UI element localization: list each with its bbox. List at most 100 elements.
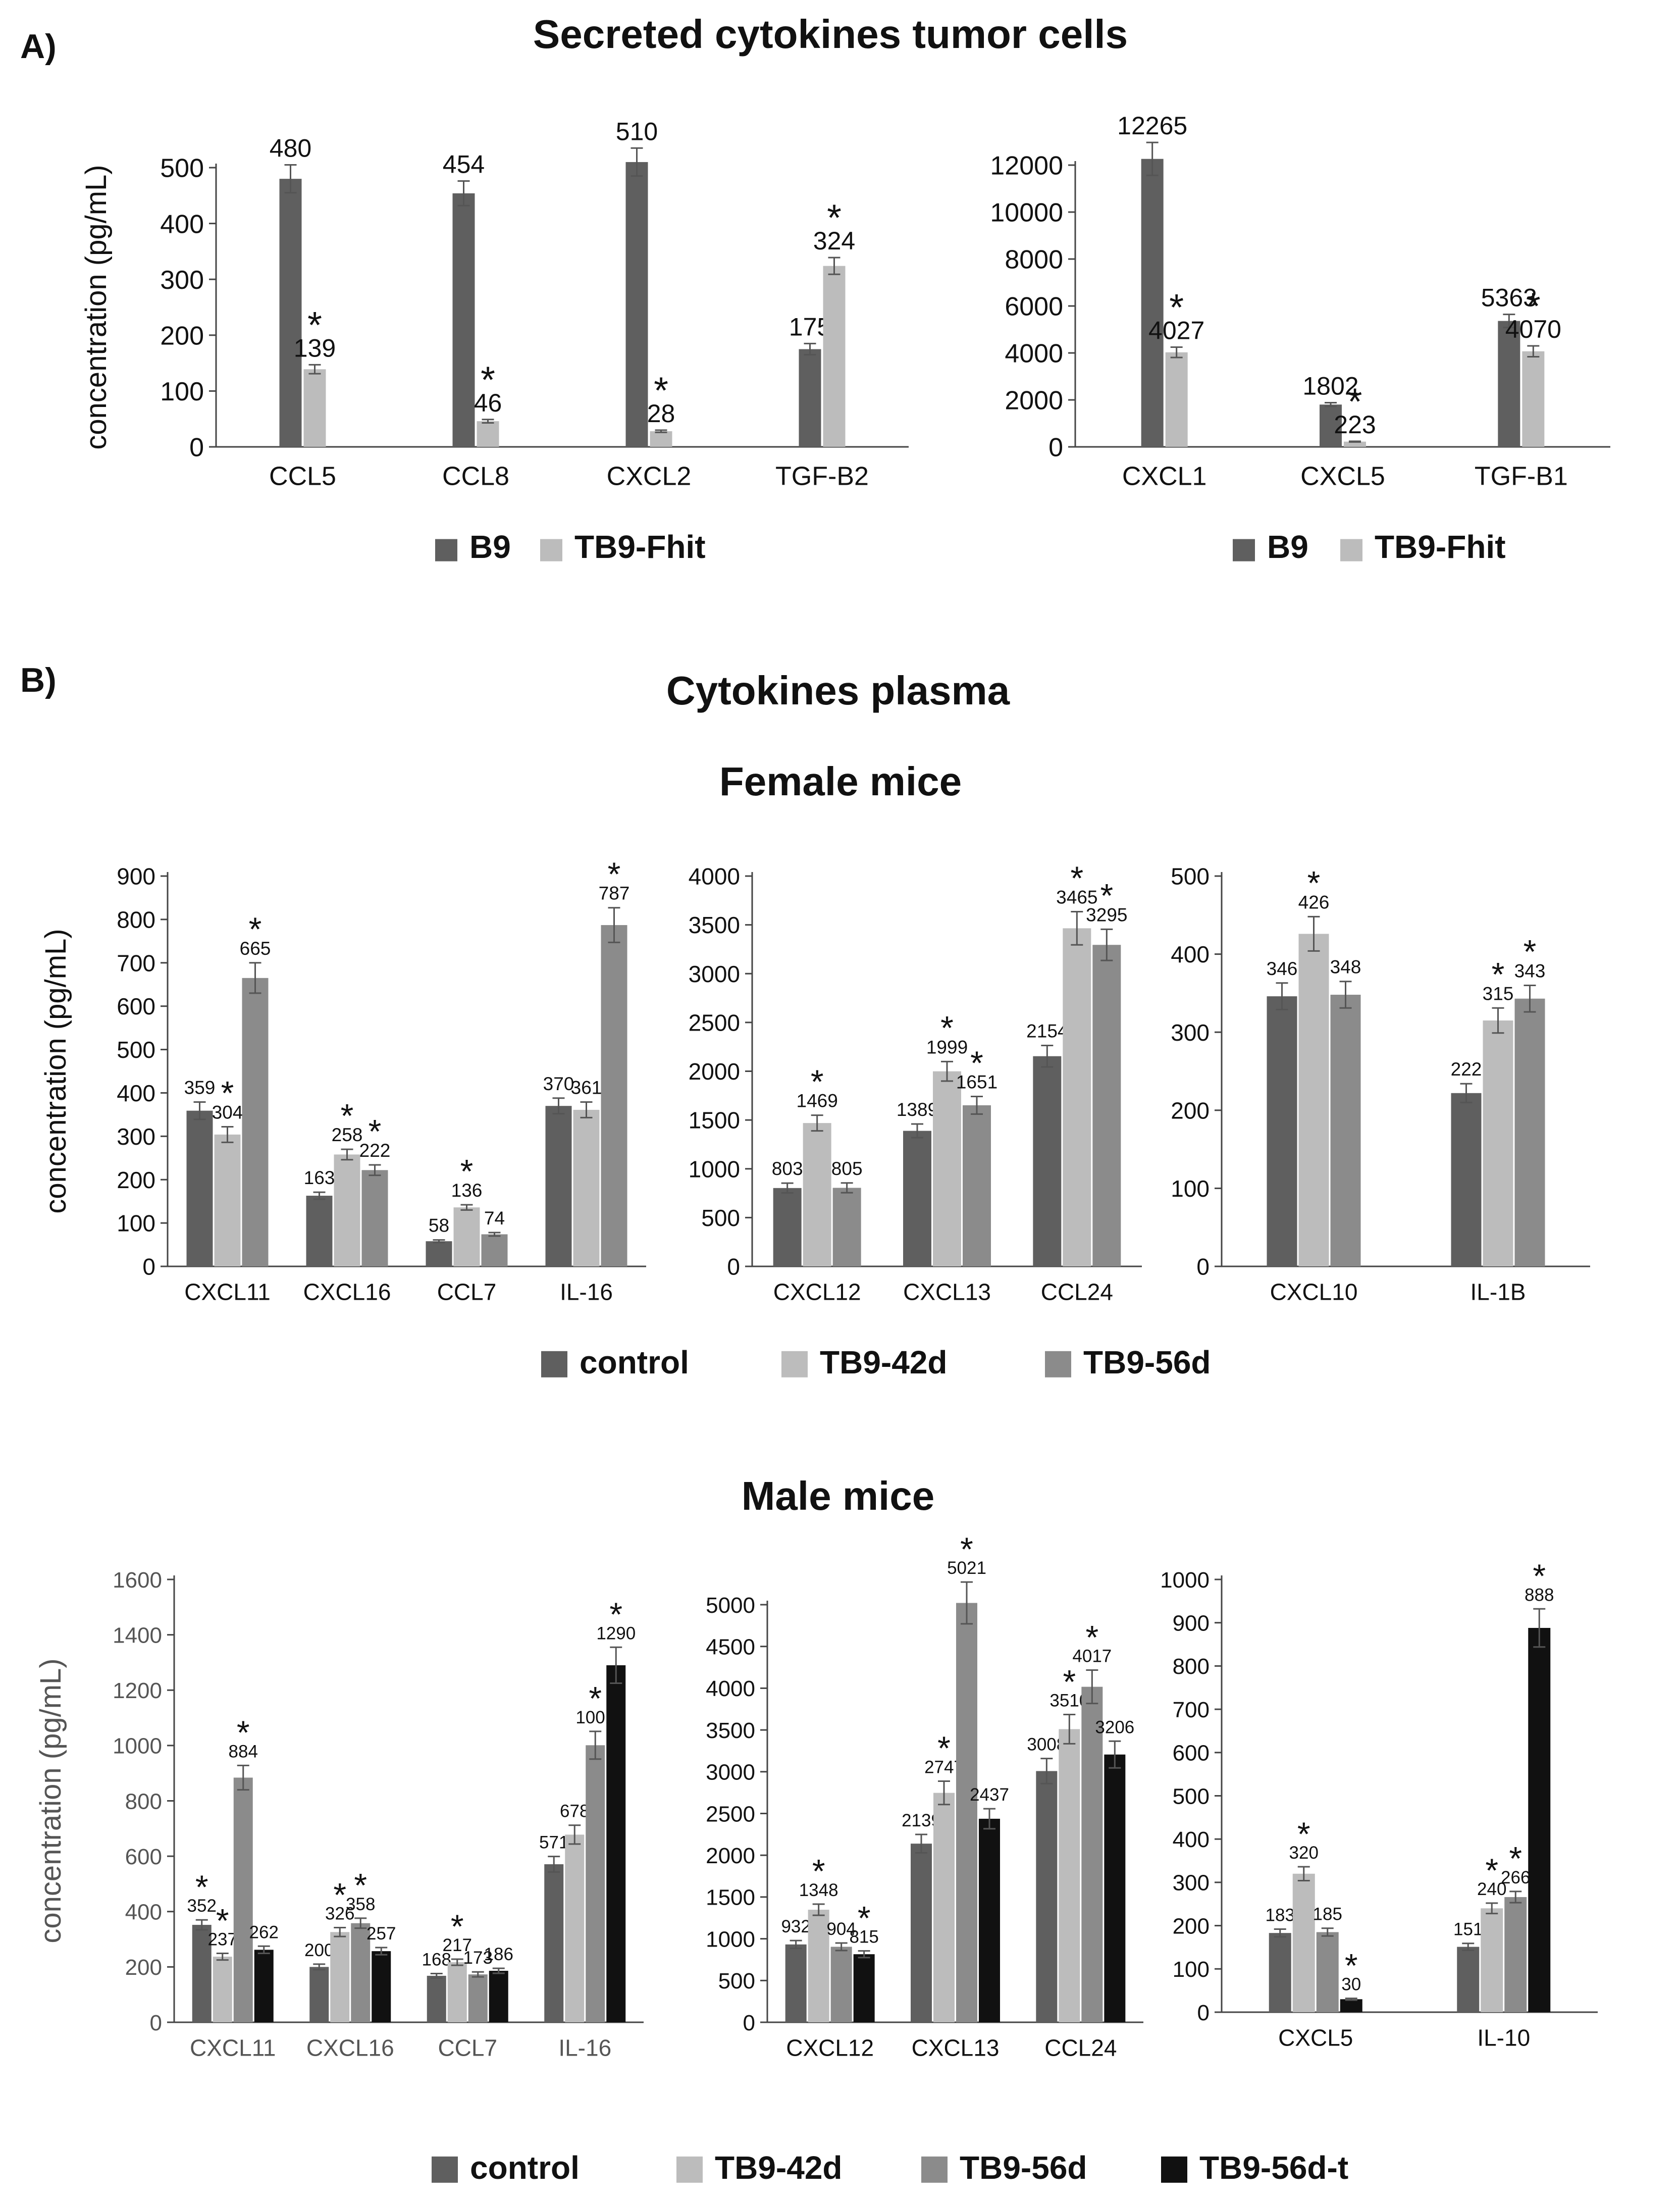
category-label: CXCL10 [1270, 1279, 1358, 1305]
bar [309, 1967, 329, 2022]
legend: control TB9-42d TB9-56d [541, 1344, 1211, 1381]
chart-5: 0100200300400500CXCL10346426*348IL-1B222… [1171, 863, 1590, 1305]
significance-star: * [960, 1530, 973, 1568]
bar [565, 1834, 585, 2022]
bar [911, 1844, 932, 2022]
bar [351, 1923, 371, 2022]
legend-label: control [470, 2150, 580, 2186]
panel-a-label: A) [20, 27, 57, 66]
bar [785, 1944, 807, 2022]
bar [963, 1105, 991, 1266]
y-tick-label: 400 [1173, 1827, 1210, 1852]
data-label: 571 [539, 1833, 568, 1853]
data-label: 348 [1330, 957, 1361, 978]
significance-star: * [589, 1680, 602, 1717]
legend-label: TB9-56d [960, 2150, 1087, 2186]
data-label: 665 [240, 938, 271, 959]
legend-label: TB9-42d [820, 1344, 948, 1381]
bar [1344, 441, 1366, 447]
bar [1059, 1729, 1080, 2022]
y-tick-label: 500 [718, 1969, 755, 1993]
significance-star: * [1307, 864, 1321, 902]
bar [1081, 1686, 1103, 2022]
significance-star: * [1063, 1663, 1076, 1700]
y-tick-label: 200 [1173, 1914, 1210, 1938]
significance-star: * [221, 1075, 234, 1112]
y-tick-label: 500 [117, 1037, 155, 1063]
y-tick-label: 300 [1171, 1019, 1210, 1046]
legend-swatch [541, 1351, 567, 1377]
legend: B9 TB9-Fhit [435, 529, 706, 565]
data-label: 2154 [1026, 1020, 1068, 1041]
y-tick-label: 0 [743, 2011, 755, 2035]
y-tick-label: 0 [150, 2011, 162, 2035]
bar [334, 1154, 360, 1266]
y-tick-label: 8000 [1005, 245, 1063, 275]
significance-star: * [237, 1714, 250, 1751]
category-label: CXCL16 [306, 2035, 394, 2061]
significance-star: * [940, 1009, 954, 1047]
data-label: 1469 [797, 1091, 838, 1111]
data-label: 315 [1483, 983, 1514, 1004]
bar [242, 978, 269, 1266]
data-label: 222 [359, 1140, 391, 1161]
bar [481, 1234, 508, 1266]
bar [830, 1947, 852, 2022]
data-label: 352 [187, 1896, 217, 1916]
data-label: 136 [451, 1180, 483, 1201]
data-label: 426 [1298, 892, 1330, 912]
legend-label: TB9-42d [715, 2150, 843, 2186]
panel-b-title: Cytokines plasma [666, 668, 1010, 713]
data-label: 1802 [1302, 372, 1358, 400]
significance-star: * [1085, 1618, 1098, 1656]
chart-7: 0 500 1000 1500 2000 2500 3000 3500 4000 4500 5000… [706, 1530, 1143, 2061]
significance-star: * [1524, 933, 1537, 970]
category-label: CXCL13 [912, 2035, 1000, 2061]
bar [254, 1950, 274, 2022]
data-label: 343 [1514, 960, 1546, 981]
data-label: 510 [616, 117, 658, 145]
bar [1498, 321, 1520, 447]
bar [956, 1603, 977, 2022]
y-tick-label: 4000 [689, 863, 740, 890]
data-label: 139 [294, 334, 336, 362]
y-tick-label: 400 [117, 1080, 155, 1106]
significance-star: * [341, 1097, 354, 1134]
bar [853, 1954, 875, 2022]
data-label: 30 [1341, 1975, 1361, 1995]
y-tick-label: 1000 [113, 1734, 162, 1759]
legend-swatch [781, 1351, 808, 1377]
category-label: CCL7 [437, 1279, 497, 1305]
y-tick-label: 800 [1173, 1654, 1210, 1679]
data-label: 358 [346, 1895, 375, 1914]
y-tick-label: 2000 [689, 1058, 740, 1085]
y-axis-label: concentration (pg/mL) [39, 929, 72, 1213]
legend-swatch [540, 539, 562, 561]
chart-6: 0 200 400 600 800 1000 1200 1400 1600 concentrati… [34, 1568, 644, 2061]
data-label: 787 [599, 883, 630, 904]
data-label: 257 [366, 1924, 396, 1944]
category-label: CXCL16 [303, 1279, 391, 1305]
y-tick-label: 0 [1197, 2001, 1210, 2025]
significance-star: * [812, 1853, 825, 1890]
data-label: 168 [422, 1950, 451, 1970]
y-tick-label: 100 [117, 1210, 155, 1237]
category-label: CXCL1 [1122, 462, 1207, 491]
bar [233, 1777, 253, 2022]
data-label: 454 [443, 150, 485, 179]
bar [808, 1910, 829, 2022]
significance-star: * [1509, 1840, 1522, 1877]
data-label: 4070 [1505, 315, 1561, 343]
data-label: 888 [1525, 1585, 1554, 1605]
category-label: TGF-B2 [775, 462, 869, 491]
y-tick-label: 100 [1173, 1957, 1210, 1982]
data-label: 5363 [1481, 284, 1537, 312]
bar [799, 349, 821, 447]
bar [330, 1932, 350, 2022]
bar [1141, 159, 1164, 447]
significance-star: * [451, 1908, 464, 1945]
female-mice-title: Female mice [719, 759, 962, 804]
significance-star: * [354, 1867, 367, 1904]
significance-star: * [1533, 1557, 1546, 1595]
